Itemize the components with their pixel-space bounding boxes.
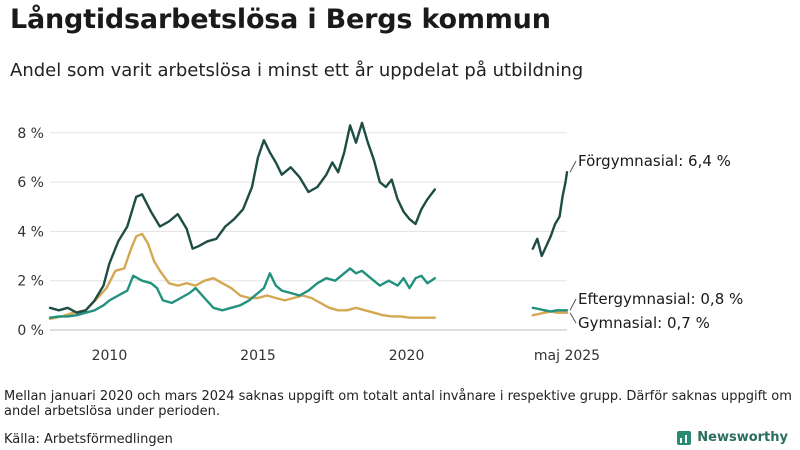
end-label: Förgymnasial: 6,4 % bbox=[578, 152, 731, 170]
y-tick-label: 2 % bbox=[17, 274, 44, 290]
chart-subtitle: Andel som varit arbetslösa i minst ett å… bbox=[10, 60, 584, 81]
y-tick-label: 8 % bbox=[17, 126, 44, 142]
x-tick-label: 2020 bbox=[389, 348, 425, 364]
newsworthy-brand: Newsworthy bbox=[677, 430, 788, 445]
y-tick-label: 6 % bbox=[17, 175, 44, 191]
chart-title: Långtidsarbetslösa i Bergs kommun bbox=[10, 4, 551, 35]
series-line-förgymnasial bbox=[531, 171, 569, 258]
end-label-leader bbox=[569, 298, 577, 311]
series-line-eftergymnasial bbox=[531, 306, 569, 313]
series-line-gymnasial bbox=[48, 232, 436, 321]
end-label-leader bbox=[569, 160, 577, 173]
source-line: Källa: Arbetsförmedlingen bbox=[4, 432, 173, 447]
newsworthy-logo-icon bbox=[677, 430, 692, 445]
y-tick-label: 0 % bbox=[17, 323, 44, 339]
series-line-förgymnasial bbox=[48, 121, 436, 314]
x-tick-label: 2010 bbox=[92, 348, 128, 364]
brand-label: Newsworthy bbox=[697, 430, 788, 445]
x-tick-label: maj 2025 bbox=[534, 348, 600, 364]
end-label: Gymnasial: 0,7 % bbox=[578, 314, 710, 332]
end-label: Eftergymnasial: 0,8 % bbox=[578, 290, 743, 308]
chart-note: Mellan januari 2020 och mars 2024 saknas… bbox=[4, 389, 792, 419]
end-label-leader bbox=[569, 312, 577, 324]
x-tick-label: 2015 bbox=[240, 348, 276, 364]
series-line-eftergymnasial bbox=[48, 267, 436, 319]
y-tick-label: 4 % bbox=[17, 224, 44, 240]
